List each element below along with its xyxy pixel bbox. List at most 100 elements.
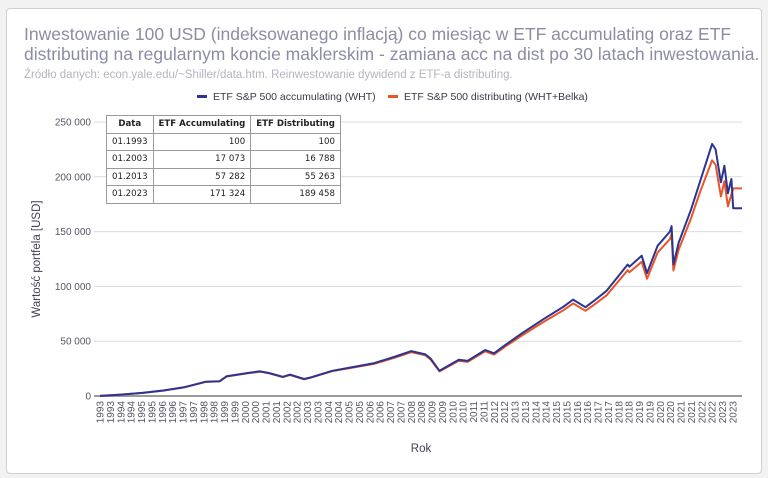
- x-tick-label: 2004: [324, 401, 335, 424]
- x-tick-label: 2016: [573, 401, 584, 424]
- x-tick-label: 2002: [293, 401, 304, 424]
- x-tick-label: 2004: [334, 401, 345, 424]
- table-cell: 01.2003: [106, 150, 154, 169]
- table-row: 01.2003 17 073 16 788: [106, 150, 341, 169]
- table-header: ETF Distributing: [250, 115, 341, 134]
- chart-subtitle: Źródło danych: econ.yale.edu/~Shiller/da…: [24, 68, 513, 81]
- x-tick-label: 2023: [729, 401, 740, 424]
- x-tick-label: 2012: [490, 401, 501, 424]
- table-cell: 57 282: [152, 167, 252, 186]
- x-tick-label: 2011: [469, 401, 480, 423]
- y-axis-label: Wartość portfela [USD]: [31, 200, 43, 317]
- x-axis-label: Rok: [411, 443, 432, 455]
- x-tick-label: 2013: [521, 401, 532, 424]
- x-tick-label: 2010: [448, 401, 459, 424]
- legend-label-accumulating: ETF S&P 500 accumulating (WHT): [213, 91, 376, 103]
- table-cell: 55 263: [250, 167, 341, 186]
- x-tick-label: 2006: [365, 401, 376, 424]
- x-tick-label: 1998: [199, 401, 210, 424]
- table-cell: 100: [152, 132, 252, 151]
- x-tick-label: 1993: [106, 401, 117, 424]
- x-tick-label: 2002: [282, 401, 293, 424]
- x-tick-label: 2018: [614, 401, 625, 424]
- x-tick-label: 2001: [272, 401, 283, 424]
- summary-table: Data ETF Accumulating ETF Distributing 0…: [106, 115, 341, 204]
- x-tick-label: 2007: [396, 401, 407, 424]
- x-tick-label: 1993: [96, 401, 107, 424]
- x-tick-label: 2015: [562, 401, 573, 424]
- y-tick-label: 50 000: [60, 337, 91, 348]
- x-tick-label: 2022: [708, 401, 719, 424]
- x-tick-label: 2017: [594, 401, 605, 424]
- chart-title-line-1: Inwestowanie 100 USD (indeksowanego infl…: [24, 24, 731, 44]
- x-tick-label: 2018: [625, 401, 636, 424]
- table-cell: 100: [250, 132, 341, 151]
- chart-title-line-2: distributing na regularnym koncie makler…: [24, 44, 759, 64]
- table-header: ETF Accumulating: [152, 115, 252, 134]
- x-tick-label: 2015: [552, 401, 563, 424]
- x-tick-label: 2011: [479, 401, 490, 423]
- x-tick-label: 2005: [355, 401, 366, 424]
- x-tick-label: 2008: [407, 401, 418, 424]
- x-tick-label: 2020: [656, 401, 667, 424]
- table-row: 01.1993 100 100: [106, 132, 341, 151]
- y-tick-label: 100 000: [55, 282, 92, 293]
- x-tick-label: 2014: [542, 401, 553, 424]
- table-row: 01.2013 57 282 55 263: [106, 167, 341, 186]
- table-cell: 171 324: [152, 185, 252, 204]
- legend-swatch-accumulating: [197, 95, 207, 98]
- x-tick-label: 2017: [604, 401, 615, 424]
- x-tick-label: 1994: [127, 401, 138, 424]
- x-tick-label: 2020: [666, 401, 677, 424]
- x-tick-label: 1994: [116, 401, 127, 424]
- table-cell: 01.2013: [106, 167, 154, 186]
- series-line-accumulating: [99, 142, 742, 397]
- x-tick-label: 2016: [583, 401, 594, 424]
- x-tick-label: 2006: [376, 401, 387, 424]
- x-tick-label: 1995: [147, 401, 158, 424]
- x-tick-label: 2023: [718, 401, 729, 424]
- x-tick-label: 1997: [189, 401, 200, 424]
- table-row: 01.2023 171 324 189 458: [106, 185, 341, 204]
- y-tick-label: 200 000: [55, 172, 92, 183]
- x-tick-label: 2007: [386, 401, 397, 424]
- x-tick-label: 2005: [345, 401, 356, 424]
- table-cell: 189 458: [250, 185, 341, 204]
- y-tick-label: 250 000: [55, 118, 92, 129]
- table-header: Data: [106, 115, 154, 134]
- x-tick-label: 1996: [158, 401, 169, 424]
- x-tick-label: 1998: [210, 401, 221, 424]
- x-tick-label: 2000: [251, 401, 262, 424]
- x-tick-label: 1995: [137, 401, 148, 424]
- x-tick-label: 2000: [241, 401, 252, 424]
- y-tick-label: 150 000: [55, 227, 92, 238]
- x-tick-label: 2001: [262, 401, 273, 424]
- x-tick-label: 2012: [500, 401, 511, 424]
- legend-swatch-distributing: [388, 95, 398, 98]
- x-tick-label: 2019: [635, 401, 646, 424]
- legend: ETF S&P 500 accumulating (WHT) ETF S&P 5…: [197, 91, 588, 103]
- x-tick-label: 1999: [230, 401, 241, 424]
- table-cell: 17 073: [152, 150, 252, 169]
- legend-label-distributing: ETF S&P 500 distributing (WHT+Belka): [404, 91, 588, 103]
- x-tick-label: 2010: [459, 401, 470, 424]
- x-tick-label: 2009: [428, 401, 439, 424]
- table-cell: 01.1993: [106, 132, 154, 151]
- x-tick-label: 1999: [220, 401, 231, 424]
- x-tick-label: 2021: [677, 401, 688, 424]
- table-header-row: Data ETF Accumulating ETF Distributing: [106, 115, 341, 134]
- x-tick-label: 2003: [313, 401, 324, 424]
- table-cell: 01.2023: [106, 185, 154, 204]
- x-tick-label: 2013: [511, 401, 522, 424]
- x-tick-label: 2008: [417, 401, 428, 424]
- x-tick-label: 1997: [179, 401, 190, 424]
- x-tick-label: 2019: [645, 401, 656, 424]
- x-tick-label: 2022: [697, 401, 708, 424]
- x-tick-label: 2021: [687, 401, 698, 424]
- x-tick-label: 2009: [438, 401, 449, 424]
- x-tick-label: 1996: [168, 401, 179, 424]
- y-tick-label: 0: [85, 392, 91, 403]
- x-tick-label: 2003: [303, 401, 314, 424]
- x-tick-label: 2014: [531, 401, 542, 424]
